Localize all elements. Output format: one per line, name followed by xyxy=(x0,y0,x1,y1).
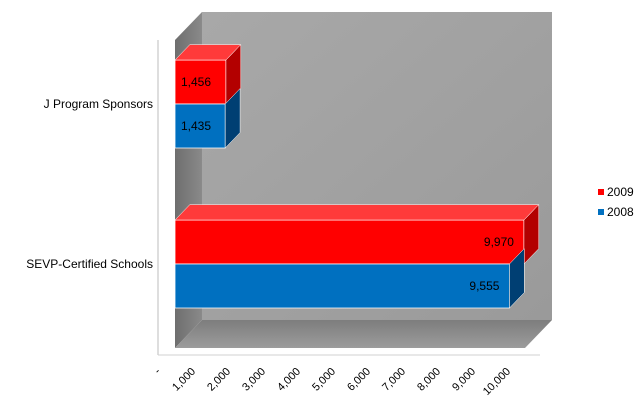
axis-guides xyxy=(157,40,540,356)
data-label-sevp-certified-schools-2008: 9,555 xyxy=(469,279,499,293)
bar-front xyxy=(174,263,510,309)
bar-sevp-certified-schools-2008 xyxy=(174,247,525,309)
x-tick-labels: -1,000 2,000 3,000 4,000 5,000 6,000 7,000 8,00… xyxy=(152,365,513,398)
bar-j-program-sponsors-2009 xyxy=(174,43,242,105)
data-labels: 1,456 1,435 9,970 9,555 xyxy=(181,75,514,293)
x-tick-label: 9,000 xyxy=(450,366,478,394)
category-labels: J Program Sponsors SEVP-Certified Schools xyxy=(26,97,153,271)
data-label-j-program-sponsors-2009: 1,456 xyxy=(181,75,211,89)
bars xyxy=(174,43,540,309)
x-tick-label: 6,000 xyxy=(345,366,373,394)
x-tick-label: - xyxy=(152,365,163,376)
legend-item-2009: 2009 xyxy=(598,185,634,199)
legend-label: 2009 xyxy=(607,185,634,199)
legend-swatch xyxy=(598,209,604,215)
x-tick-label: 5,000 xyxy=(310,366,338,394)
bar-side xyxy=(509,247,525,309)
x-tick-label: 1,000 xyxy=(170,366,198,394)
x-tick-label: 10,000 xyxy=(481,366,513,398)
legend-swatch xyxy=(598,189,604,195)
x-tick-label: 7,000 xyxy=(380,366,408,394)
data-label-j-program-sponsors-2008: 1,435 xyxy=(181,119,211,133)
legend: 2009 2008 xyxy=(598,185,634,219)
bar-j-program-sponsors-2008 xyxy=(174,87,241,149)
floor xyxy=(175,320,552,348)
bar-top xyxy=(174,44,242,61)
legend-label: 2008 xyxy=(607,205,634,219)
x-tick-label: 2,000 xyxy=(205,366,233,394)
data-label-sevp-certified-schools-2009: 9,970 xyxy=(484,235,514,249)
x-tick-label: 8,000 xyxy=(415,366,443,394)
bar-front xyxy=(174,219,525,265)
bar-top xyxy=(174,204,540,221)
x-tick-label: 4,000 xyxy=(275,366,303,394)
legend-item-2008: 2008 xyxy=(598,205,634,219)
x-tick-label: 3,000 xyxy=(240,366,268,394)
bar-sevp-certified-schools-2009 xyxy=(174,203,540,265)
bar-side xyxy=(224,87,241,149)
category-label: J Program Sponsors xyxy=(44,97,153,111)
category-label: SEVP-Certified Schools xyxy=(26,257,153,271)
